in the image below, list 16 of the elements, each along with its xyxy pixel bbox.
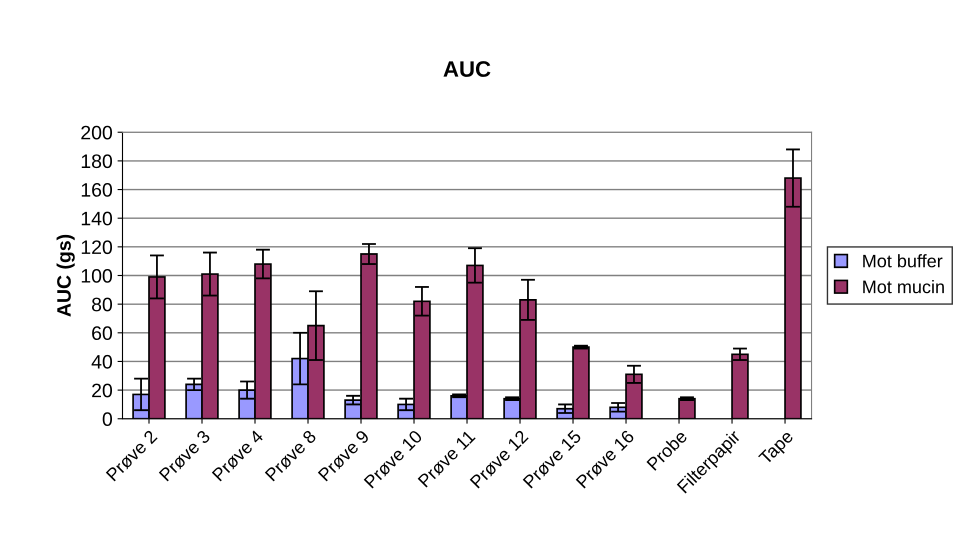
- y-tick-label: 40: [92, 354, 112, 369]
- y-tick-label: 60: [92, 326, 112, 340]
- legend-label: Mot buffer: [863, 254, 942, 268]
- legend-label: Mot mucin: [863, 280, 944, 294]
- y-tick-label: 160: [82, 183, 112, 197]
- y-tick-label: 200: [81, 126, 112, 140]
- y-axis-title: AUC (gs): [56, 234, 75, 317]
- y-tick-label: 0: [102, 412, 112, 426]
- y-tick-label: 100: [82, 268, 112, 283]
- y-tick-label: 140: [82, 212, 112, 226]
- chart-title: AUC: [443, 61, 490, 77]
- y-tick-label: 120: [82, 240, 112, 254]
- x-tick-label: Tape: [758, 430, 796, 468]
- y-tick-label: 180: [82, 154, 112, 168]
- y-tick-label: 20: [92, 384, 112, 398]
- y-tick-label: 80: [92, 298, 112, 312]
